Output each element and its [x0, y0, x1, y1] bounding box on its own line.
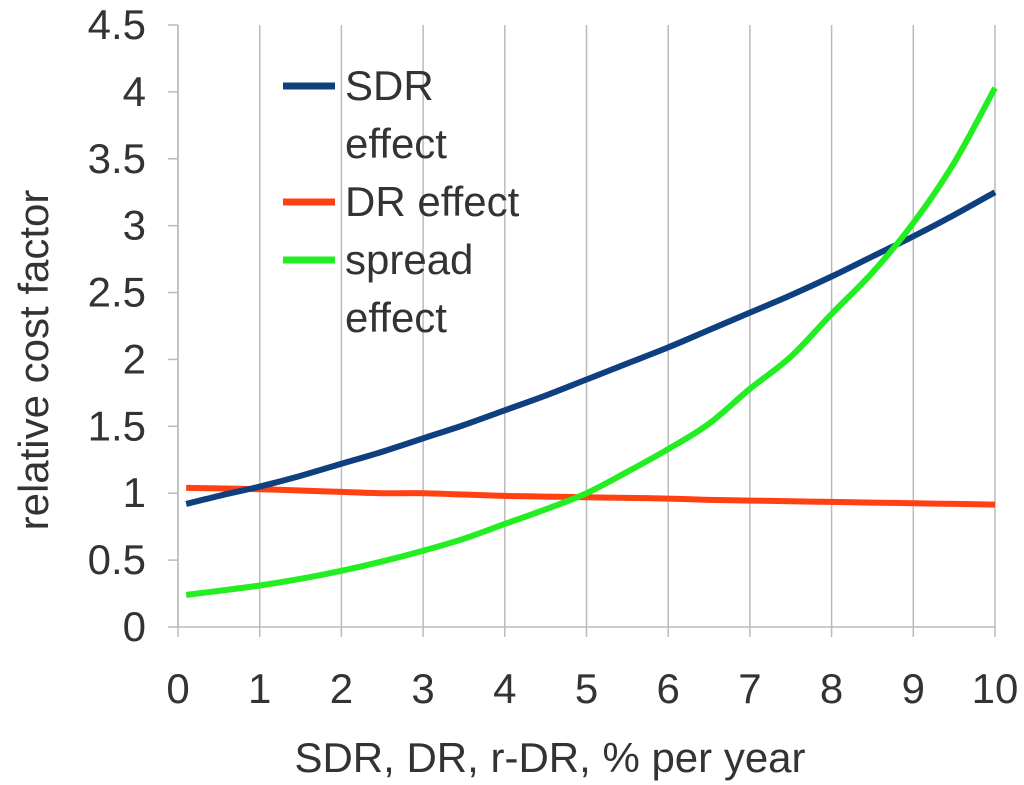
legend: SDR effect DR effect spread effect: [283, 62, 520, 341]
y-tick-label: 4.5: [88, 1, 146, 48]
y-tick-label: 4: [123, 68, 146, 115]
legend-label: SDR: [345, 62, 434, 109]
x-tick-label: 6: [657, 665, 680, 712]
legend-label: effect: [345, 120, 447, 167]
axes: [168, 24, 996, 637]
legend-item-spread-effect: spread effect: [283, 236, 473, 341]
x-tick-labels: 0 1 2 3 4 5 6 7 8 9 10: [166, 665, 1018, 712]
x-tick-label: 10: [972, 665, 1019, 712]
series-line-spread-effect: [185, 86, 998, 598]
legend-item-dr-effect: DR effect: [283, 178, 520, 225]
series-line-sdr-effect: [185, 189, 997, 507]
y-tick-label: 3.5: [88, 135, 146, 182]
y-tick-label: 2: [123, 335, 146, 382]
x-tick-label: 7: [738, 665, 761, 712]
legend-label: DR effect: [345, 178, 520, 225]
x-tick-label: 4: [493, 665, 516, 712]
x-tick-label: 2: [330, 665, 353, 712]
x-tick-label: 3: [411, 665, 434, 712]
x-tick-label: 1: [248, 665, 271, 712]
x-tick-label: 8: [820, 665, 843, 712]
y-tick-label: 3: [123, 202, 146, 249]
x-tick-label: 9: [902, 665, 925, 712]
legend-item-sdr-effect: SDR effect: [283, 62, 447, 167]
y-tick-labels: 0 0.5 1 1.5 2 2.5 3 3.5 4 4.5: [88, 1, 146, 650]
grid-lines: [177, 25, 996, 627]
y-tick-label: 1.5: [88, 402, 146, 449]
y-tick-label: 2.5: [88, 269, 146, 316]
series-line-dr-effect: [186, 484, 996, 508]
x-tick-label: 0: [166, 665, 189, 712]
y-tick-label: 0: [123, 603, 146, 650]
x-tick-label: 5: [575, 665, 598, 712]
legend-label: spread: [345, 236, 473, 283]
y-axis-title: relative cost factor: [10, 190, 57, 531]
data-series: [185, 86, 998, 598]
y-tick-label: 0.5: [88, 536, 146, 583]
y-tick-label: 1: [123, 469, 146, 516]
legend-label: effect: [345, 294, 447, 341]
x-axis-title: SDR, DR, r-DR, % per year: [294, 734, 805, 781]
